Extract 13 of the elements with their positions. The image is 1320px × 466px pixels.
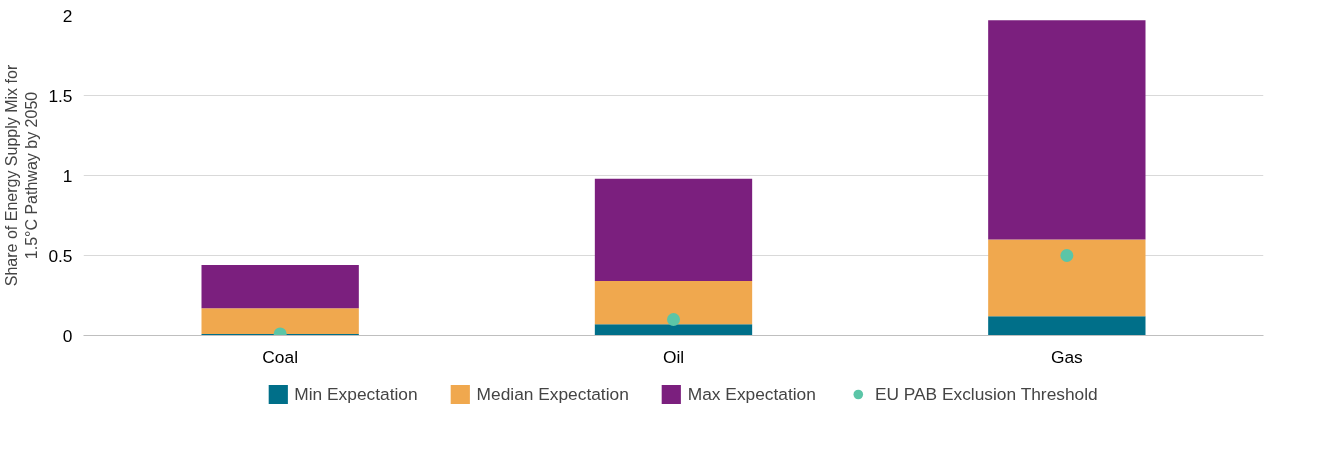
x-tick-label: Oil — [662, 346, 685, 367]
y-tick-label: 1.5 — [48, 85, 73, 106]
legend-label: Min Expectation — [294, 383, 418, 405]
legend-label: Median Expectation — [476, 383, 629, 405]
x-tick-label: Gas — [1050, 346, 1084, 367]
y-tick-label: 1 — [62, 165, 73, 186]
y-tick-label: 0.5 — [48, 245, 73, 266]
y-tick-label: 0 — [62, 325, 73, 346]
legend-label: EU PAB Exclusion Threshold — [874, 383, 1098, 405]
x-tick-label: Coal — [262, 346, 298, 367]
legend-label: Max Expectation — [687, 383, 816, 405]
y-axis-title: Share of Energy Supply Mix for 1.5°C Pathway by 2050 — [3, 64, 41, 287]
y-tick-label: 2 — [62, 5, 73, 26]
